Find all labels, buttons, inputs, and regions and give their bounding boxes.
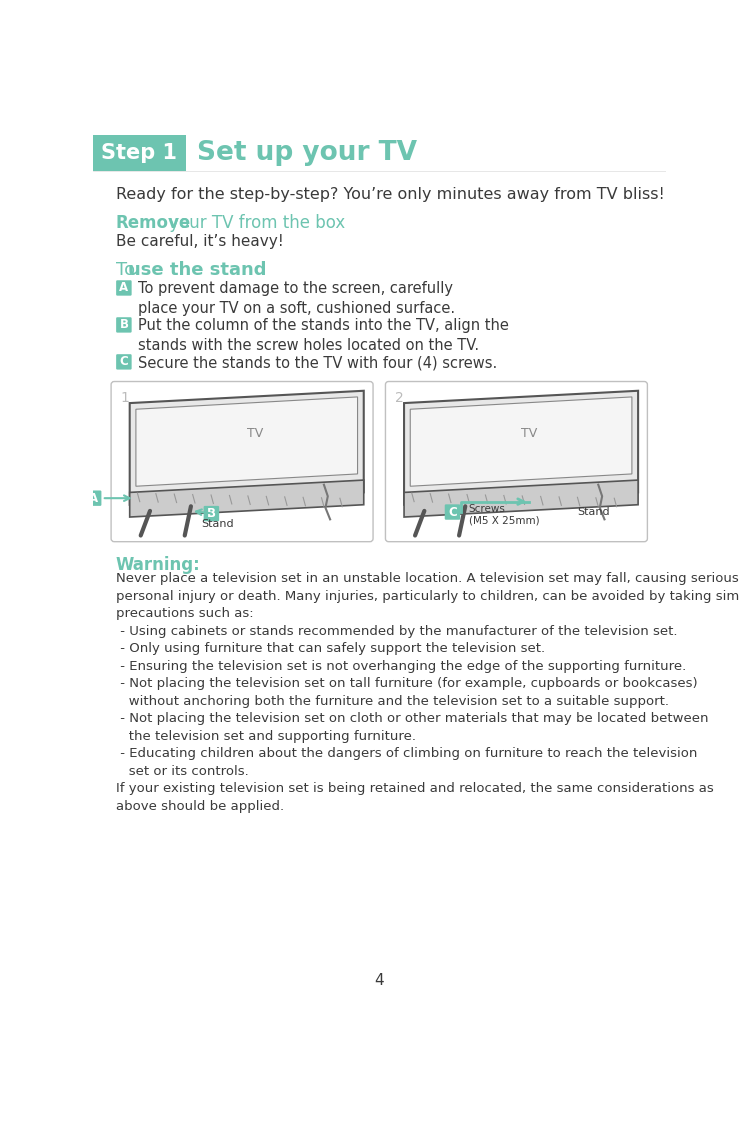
Polygon shape bbox=[136, 397, 357, 486]
FancyBboxPatch shape bbox=[445, 504, 460, 520]
FancyBboxPatch shape bbox=[386, 382, 648, 542]
Polygon shape bbox=[410, 397, 632, 486]
Text: use the stand: use the stand bbox=[128, 261, 266, 279]
Text: Never place a television set in an unstable location. A television set may fall,: Never place a television set in an unsta… bbox=[115, 572, 740, 813]
Text: C: C bbox=[448, 506, 457, 519]
Text: B: B bbox=[119, 319, 128, 331]
Text: B: B bbox=[207, 507, 216, 520]
FancyBboxPatch shape bbox=[116, 355, 132, 369]
FancyBboxPatch shape bbox=[111, 382, 373, 542]
Text: C: C bbox=[120, 356, 128, 368]
Text: Be careful, it’s heavy!: Be careful, it’s heavy! bbox=[115, 234, 283, 249]
Text: Stand: Stand bbox=[577, 507, 610, 517]
Text: Warning:: Warning: bbox=[115, 555, 201, 573]
Text: Step 1: Step 1 bbox=[101, 143, 177, 163]
Text: A: A bbox=[89, 492, 98, 504]
Text: Secure the stands to the TV with four (4) screws.: Secure the stands to the TV with four (4… bbox=[138, 356, 497, 370]
FancyBboxPatch shape bbox=[186, 135, 666, 170]
Text: your TV from the box: your TV from the box bbox=[164, 214, 345, 232]
Text: Ready for the step-by-step? You’re only minutes away from TV bliss!: Ready for the step-by-step? You’re only … bbox=[115, 188, 665, 203]
Text: Stand: Stand bbox=[202, 519, 235, 529]
FancyBboxPatch shape bbox=[204, 506, 219, 521]
Polygon shape bbox=[130, 480, 364, 517]
Text: Screws
(M5 X 25mm): Screws (M5 X 25mm) bbox=[468, 503, 539, 526]
Polygon shape bbox=[130, 391, 364, 504]
Text: A: A bbox=[119, 282, 129, 295]
FancyBboxPatch shape bbox=[116, 280, 132, 296]
Text: Remove: Remove bbox=[115, 214, 191, 232]
Text: To: To bbox=[115, 261, 141, 279]
Text: Set up your TV: Set up your TV bbox=[197, 140, 417, 166]
Polygon shape bbox=[404, 391, 638, 504]
FancyBboxPatch shape bbox=[92, 135, 186, 170]
Polygon shape bbox=[404, 480, 638, 517]
Text: To prevent damage to the screen, carefully
place your TV on a soft, cushioned su: To prevent damage to the screen, careful… bbox=[138, 282, 455, 316]
Text: 1: 1 bbox=[121, 391, 130, 404]
Text: TV: TV bbox=[246, 428, 263, 440]
FancyBboxPatch shape bbox=[116, 318, 132, 332]
Text: Put the column of the stands into the TV, align the
stands with the screw holes : Put the column of the stands into the TV… bbox=[138, 319, 509, 354]
Text: TV: TV bbox=[521, 428, 537, 440]
Text: 4: 4 bbox=[374, 973, 384, 989]
FancyBboxPatch shape bbox=[86, 491, 101, 506]
Text: 2: 2 bbox=[394, 391, 403, 404]
